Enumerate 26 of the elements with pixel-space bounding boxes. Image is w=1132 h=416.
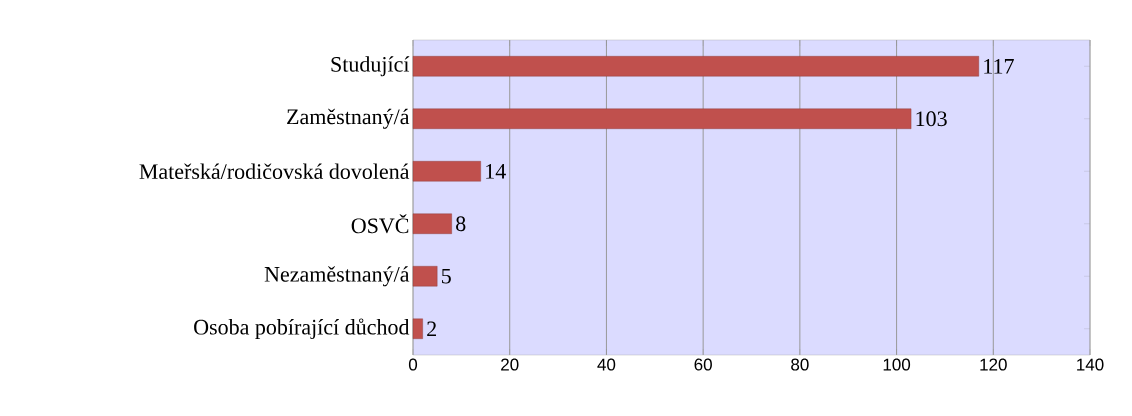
x-tick-label: 120 (980, 358, 1007, 371)
data-label: 2 (427, 321, 436, 337)
x-tick-label: 100 (883, 358, 911, 371)
y-tick-label: Mateřská/rodičovská dovolená (139, 163, 410, 180)
bar (412, 56, 979, 77)
y-tick-label: Studující (331, 56, 410, 77)
bar (412, 318, 423, 339)
y-tick-label: Nezaměstnaný/á (264, 266, 410, 287)
data-label: 5 (442, 268, 451, 284)
x-tick-label: 140 (1077, 358, 1104, 371)
data-label: 117 (984, 59, 1014, 74)
data-label: 14 (486, 163, 506, 179)
x-tick-label: 40 (597, 358, 616, 371)
bar (412, 213, 452, 234)
data-label: 103 (916, 111, 947, 127)
x-tick-label: 80 (791, 358, 809, 371)
y-tick-label: OSVČ (351, 214, 409, 234)
x-tick-label: 60 (694, 358, 712, 371)
y-tick-label: Zaměstnaný/á (287, 108, 410, 129)
bar (412, 108, 912, 129)
y-tick-label: Osoba pobírající důchod (194, 318, 410, 340)
bar (412, 266, 438, 287)
data-label: 8 (456, 216, 466, 232)
bar (412, 161, 481, 182)
x-tick-label: 20 (501, 358, 519, 371)
x-tick-label: 0 (408, 358, 418, 371)
